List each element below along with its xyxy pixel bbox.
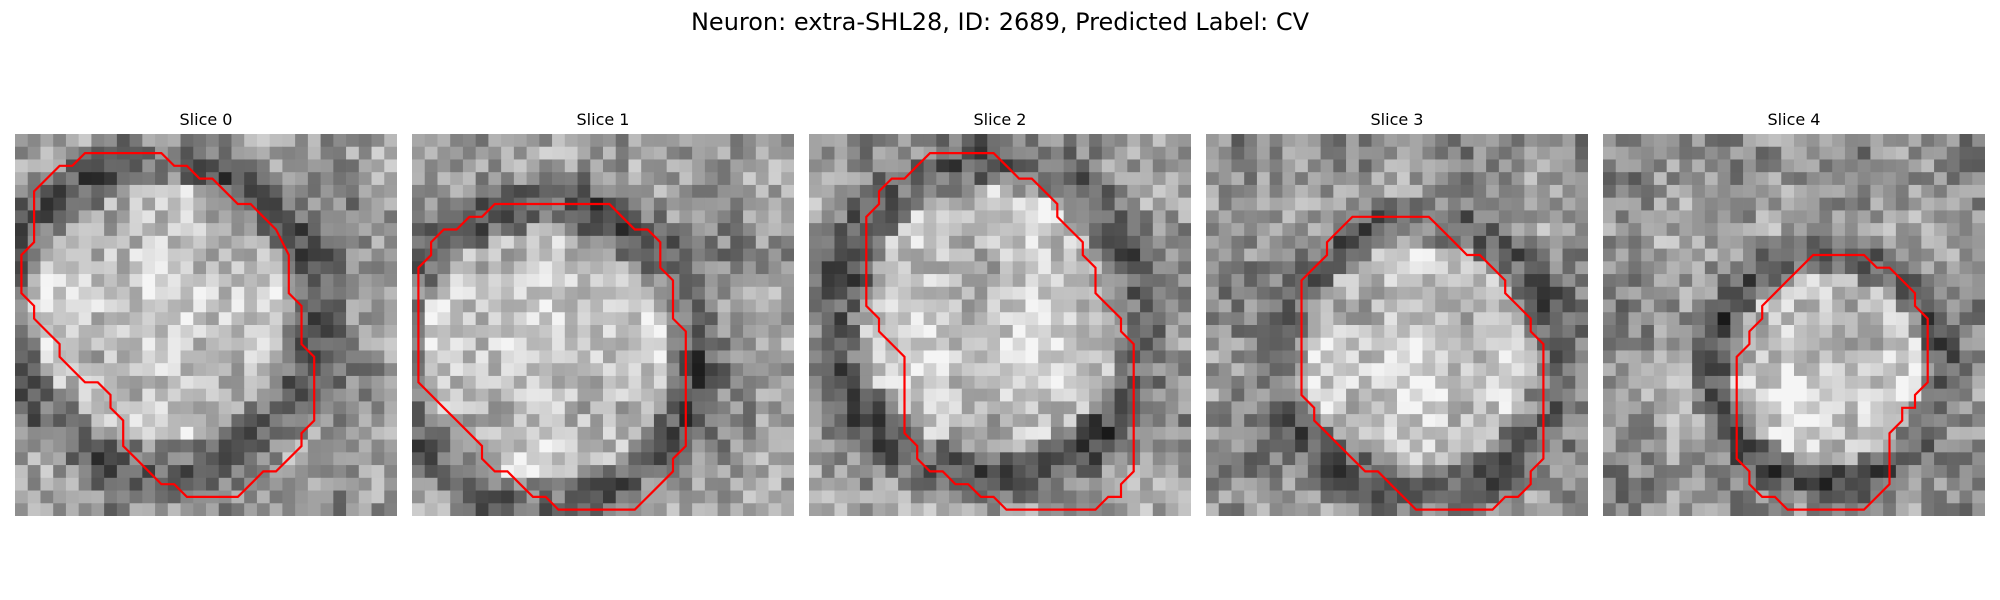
slice-panel-3: Slice 3 bbox=[1206, 108, 1588, 516]
slice-title: Slice 1 bbox=[576, 110, 630, 129]
neuron-contour bbox=[1300, 215, 1545, 511]
pixel-texture bbox=[1603, 134, 1985, 516]
slice-image bbox=[809, 134, 1191, 516]
slice-title: Slice 0 bbox=[179, 110, 233, 129]
neuron-contour bbox=[865, 152, 1135, 511]
slice-panel-0: Slice 0 bbox=[15, 108, 397, 516]
slice-panel-1: Slice 1 bbox=[412, 108, 794, 516]
slice-image bbox=[15, 134, 397, 516]
slice-image bbox=[412, 134, 794, 516]
slice-title: Slice 3 bbox=[1370, 110, 1424, 129]
slice-title: Slice 4 bbox=[1767, 110, 1821, 129]
pixel-texture bbox=[412, 134, 794, 516]
figure-title: Neuron: extra-SHL28, ID: 2689, Predicted… bbox=[690, 8, 1310, 36]
slice-title: Slice 2 bbox=[973, 110, 1027, 129]
slice-panel-2: Slice 2 bbox=[809, 108, 1191, 516]
slice-panel-4: Slice 4 bbox=[1603, 108, 1985, 516]
neuron-contour bbox=[417, 202, 687, 511]
slice-image bbox=[1603, 134, 1985, 516]
pixel-texture bbox=[1206, 134, 1588, 516]
neuron-contour bbox=[20, 152, 316, 498]
neuron-contour bbox=[1735, 253, 1929, 511]
slice-image bbox=[1206, 134, 1588, 516]
pixel-texture bbox=[15, 134, 397, 516]
